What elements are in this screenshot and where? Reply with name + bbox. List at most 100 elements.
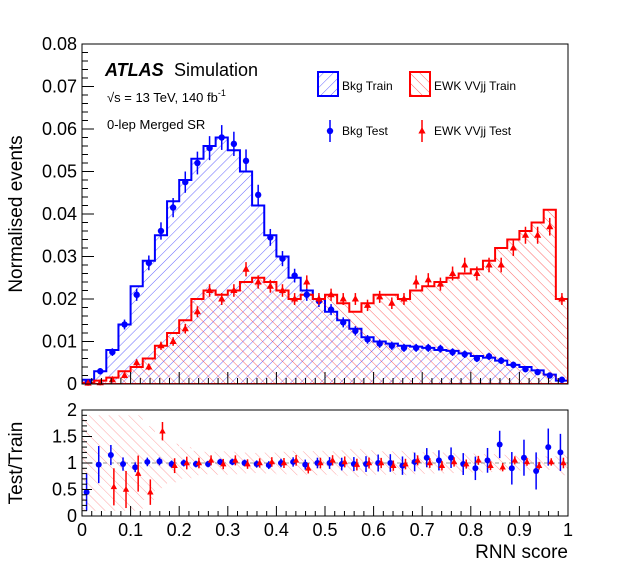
- ewk-ratio-point: [256, 458, 263, 468]
- ewk-vvjj-test-point: [181, 323, 189, 334]
- x-tick-label: 1: [563, 520, 573, 540]
- bkg-test-point: [412, 343, 420, 352]
- ewk-ratio-point: [268, 457, 276, 467]
- ewk-vvjj-test-point: [497, 257, 505, 273]
- bkg-test-point: [279, 251, 286, 267]
- x-tick-label: 0.5: [312, 520, 337, 540]
- ewk-ratio-point: [317, 457, 324, 469]
- ewk-ratio-point: [560, 457, 567, 469]
- ewk-ratio-point: [183, 456, 190, 470]
- ewk-vvjj-test-point: [315, 293, 323, 305]
- ewk-ratio-point: [402, 458, 409, 470]
- ewk-ratio-point: [487, 461, 494, 470]
- ewk-ratio-point: [134, 455, 142, 492]
- bkg-test-point: [206, 136, 213, 161]
- ewk-ratio-point: [159, 422, 166, 441]
- bkg-test-point: [291, 268, 298, 283]
- bkg-test-point: [254, 184, 262, 205]
- x-tick-label: 0: [77, 520, 87, 540]
- y-tick-label: 0.06: [42, 119, 77, 139]
- bkg-test-point: [352, 326, 359, 336]
- ewk-ratio-point: [220, 458, 227, 470]
- ratio-band-bin: [130, 415, 143, 511]
- main-histograms: [82, 136, 568, 384]
- legend-swatch: [317, 71, 339, 97]
- simulation-label: Simulation: [174, 60, 258, 80]
- x-tick-label: 0.2: [167, 520, 192, 540]
- bkg-test-point: [534, 368, 541, 376]
- atlas-label: ATLAS: [104, 60, 164, 80]
- bkg-ratio-point: [520, 439, 527, 476]
- bkg-test-point: [267, 228, 274, 246]
- y-tick-label: 0.01: [42, 332, 77, 352]
- x-tick-label: 0.3: [215, 520, 240, 540]
- y-tick-label: 0.04: [42, 204, 77, 224]
- legend-ewk-test: EWK VVjj Test: [418, 120, 512, 142]
- ewk-ratio-point: [511, 456, 519, 465]
- legend-ewk-train: EWK VVjj Train: [409, 71, 516, 97]
- ewk-ratio-point: [110, 468, 118, 506]
- ewk-ratio-point: [463, 459, 470, 469]
- bkg-test-point: [157, 222, 165, 240]
- ratio-panel: 00.511.52 0 0.1 0.2 0.3 0.4 0.5 0.6 0.7 0.8 0.9 1: [52, 400, 573, 540]
- ewk-vvjj-test-point: [205, 284, 214, 297]
- ewk-vvjj-test-point: [546, 217, 554, 236]
- ewk-ratio-point: [280, 457, 288, 469]
- ewk-vvjj-test-point: [376, 290, 384, 303]
- bkg-ratio-point: [302, 459, 309, 470]
- ratio-band-bin: [397, 450, 411, 476]
- bkg-test-point: [327, 304, 335, 316]
- bkg-test-point: [230, 131, 238, 157]
- bkg-test-point: [133, 288, 140, 301]
- bkg-ratio-point: [472, 456, 479, 481]
- main-y-axis: 0 0.01 0.02 0.03 0.04 0.05 0.06 0.07 0.08: [42, 34, 94, 394]
- ewk-vvjj-test-point: [400, 293, 408, 305]
- ewk-vvjj-test-point: [412, 275, 420, 289]
- bkg-test-point: [242, 149, 250, 173]
- ewk-ratio-point: [535, 461, 543, 470]
- y-tick-label: 0: [67, 374, 77, 394]
- ewk-ratio-point: [365, 457, 373, 469]
- bkg-test-point: [473, 354, 481, 363]
- ewk-ratio-point: [390, 460, 397, 471]
- ewk-vvjj-test-point: [436, 277, 445, 291]
- bkg-test-point: [497, 357, 505, 365]
- ewk-vvjj-test-point: [278, 284, 287, 297]
- bkg-ratio-point: [533, 452, 540, 490]
- bkg-ratio-point: [448, 447, 455, 468]
- bkg-ratio-point: [107, 444, 114, 466]
- bkg-test-point: [400, 343, 408, 352]
- ewk-vvjj-test-point: [509, 240, 517, 256]
- ewk-vvjj-test-point: [145, 363, 153, 371]
- bkg-ratio-point: [132, 462, 139, 473]
- legend-label: EWK VVjj Train: [434, 79, 516, 93]
- bkg-ratio-point: [423, 448, 430, 468]
- ewk-ratio-point: [353, 458, 361, 471]
- x-tick-label: 0.4: [264, 520, 289, 540]
- main-panel: 0 0.01 0.02 0.03 0.04 0.05 0.06 0.07 0.08: [42, 34, 569, 394]
- bkg-test-point: [194, 151, 201, 175]
- bkg-ratio-point: [144, 457, 151, 467]
- ewk-vvjj-test-point: [363, 299, 372, 312]
- ewk-vvjj-test-point: [351, 293, 359, 305]
- x-axis-title: RNN score: [475, 542, 568, 563]
- ewk-ratio-point: [450, 457, 458, 467]
- ewk-ratio-point: [244, 459, 251, 469]
- legend-swatch: [409, 71, 431, 97]
- bkg-ratio-point: [557, 433, 564, 471]
- y-tick-label: 0.03: [42, 247, 77, 267]
- x-tick-label: 0.9: [507, 520, 532, 540]
- ewk-ratio-point: [523, 458, 531, 466]
- ewk-ratio-point: [232, 455, 239, 466]
- bkg-test-point: [510, 361, 517, 369]
- bkg-ratio-point: [120, 457, 127, 471]
- ewk-vvjj-test-point: [108, 375, 116, 383]
- legend-label: Bkg Test: [342, 124, 388, 138]
- ewk-vvjj-test-point: [230, 284, 238, 297]
- ewk-vvjj-test-point: [448, 266, 457, 281]
- y-tick-label: 0.07: [42, 77, 77, 97]
- ewk-vvjj-test-point: [388, 297, 396, 310]
- ratio-y-tick-label: 2: [67, 400, 77, 420]
- ewk-vvjj-test-point: [534, 226, 542, 244]
